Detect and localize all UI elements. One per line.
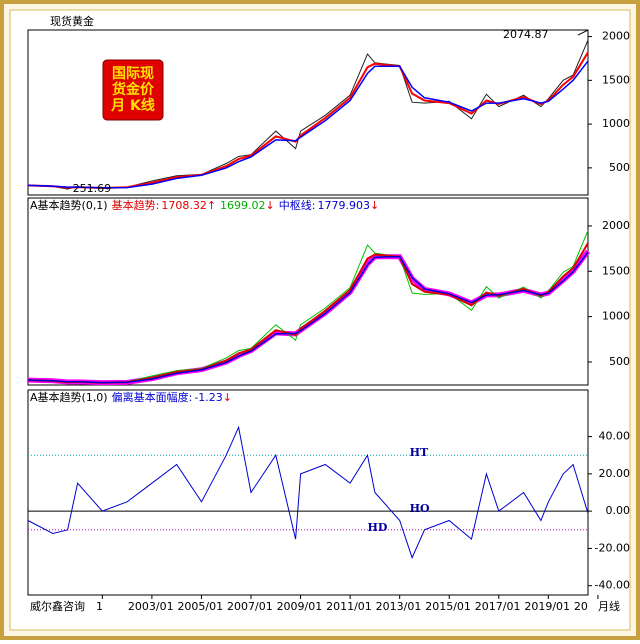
x-tick-label: 2017/01 [475,600,521,613]
panel [27,197,589,386]
readout-part: ↓ [266,199,275,212]
badge-line: 货金价 [111,81,155,98]
annotation-leader [577,29,589,36]
y-tick-label: 500 [609,161,630,174]
panel [27,29,589,196]
readout-part: ↑ [207,199,216,212]
badge [102,59,164,121]
footer-backing [28,599,96,615]
y-tick-label: 40.00 [599,430,631,443]
y-tick-label: -20.00 [595,541,630,554]
reference-label: HD [367,521,387,534]
readout-part: ↓ [370,199,379,212]
indicator-readout: A基本趋势(1,0) 偏离基本面幅度: -1.23↓ [30,390,232,404]
x-tick-label: 2009/01 [277,600,323,613]
y-tick-label: 1000 [602,310,630,323]
badge-line: 国际现 [112,66,154,82]
readout-part: 偏离基本面幅度: [112,390,193,404]
series-line [27,251,589,384]
readout-part: 1779.903 [317,199,370,212]
x-tick-label: 2019/01 [524,600,570,613]
readout-part: 1708.32 [161,199,207,212]
x-tick-label: 20 [574,600,588,613]
readout-part: 1699.02 [220,199,266,212]
x-tick-label: 2007/01 [227,600,273,613]
footer-right: 月线 [598,599,620,613]
panel [27,389,589,596]
annotation: 2074.87 [503,28,549,41]
readout-part: ↓ [223,391,232,404]
footer-left: 威尔鑫咨询 [30,599,85,613]
y-tick-label: 1500 [602,73,630,86]
indicator-readout: A基本趋势(0,1) 基本趋势: 1708.32↑ 1699.02↓ 中枢线: 1779.… [30,198,379,212]
series-line [27,425,589,560]
x-tick-label: 2005/01 [177,600,223,613]
indicator-name: A基本趋势(0,1) [30,198,108,212]
window-title: 现货黄金 [50,14,94,28]
reference-label: HO [410,502,430,515]
y-tick-label: -40.00 [595,579,630,592]
annotation: 251.69 [73,182,112,195]
y-tick-label: 20.00 [599,467,631,480]
badge-line: 月 K线 [110,97,155,114]
readout-part: 基本趋势: [112,198,160,212]
readout-part: -1.23 [194,391,222,404]
x-tick-label: 2003/01 [128,600,174,613]
x-tick-label: 2015/01 [425,600,471,613]
y-tick-label: 1000 [602,117,630,130]
x-tick-label: 2011/01 [326,600,372,613]
series-line [27,60,589,189]
reference-label: HT [410,446,429,459]
y-tick-label: 1500 [602,264,630,277]
y-tick-label: 0.00 [606,504,631,517]
y-tick-label: 2000 [602,30,630,43]
indicator-name: A基本趋势(1,0) [30,390,108,404]
x-tick-label: 2013/01 [376,600,422,613]
y-tick-label: 500 [609,355,630,368]
readout-part: 中枢线: [279,198,316,212]
y-tick-label: 2000 [602,219,630,232]
